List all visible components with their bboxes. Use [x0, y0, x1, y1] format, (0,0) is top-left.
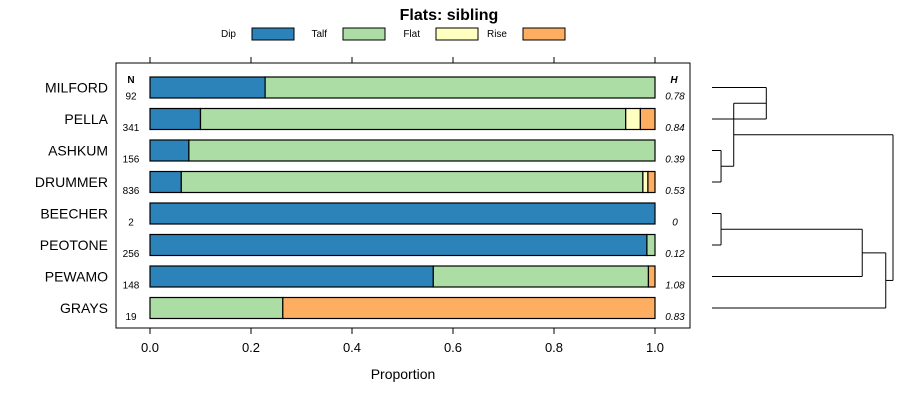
bar-row-drummer: DRUMMER 836 0.53 [35, 170, 685, 197]
row-label-peotone: PEOTONE [40, 237, 108, 253]
legend-label-rise: Rise [487, 29, 507, 40]
h-value-drummer: 0.53 [665, 186, 685, 197]
legend-label-talf: Talf [311, 29, 327, 40]
h-value-beecher: 0 [672, 218, 678, 229]
legend-swatch-rise [522, 27, 566, 41]
n-value-grays: 19 [125, 312, 137, 323]
h-value-ashkum: 0.39 [665, 155, 685, 166]
bar-segment-grays-talf [149, 296, 284, 320]
bar-segment-drummer-rise [647, 170, 656, 194]
h-column-header: H [670, 75, 678, 86]
n-value-peotone: 256 [123, 249, 140, 260]
legend-label-flat: Flat [403, 29, 420, 40]
n-value-ashkum: 156 [123, 155, 140, 166]
n-value-pewamo: 148 [123, 281, 140, 292]
chart-title: Flats: sibling [400, 7, 499, 24]
n-value-beecher: 2 [128, 218, 134, 229]
bar-segment-ashkum-dip [149, 139, 190, 162]
row-label-drummer: DRUMMER [35, 174, 108, 190]
h-value-peotone: 0.12 [665, 249, 685, 260]
bar-segment-drummer-talf [180, 170, 644, 194]
h-value-milford: 0.78 [665, 92, 685, 103]
legend: Dip Talf Flat Rise [221, 27, 566, 41]
x-tick-label-0-8: 0.8 [545, 340, 563, 355]
plot-frame [115, 62, 691, 329]
h-value-grays: 0.83 [665, 312, 685, 323]
h-value-pewamo: 1.08 [665, 281, 685, 292]
bar-segment-pella-talf [199, 107, 627, 131]
x-tick-label-0-0: 0.0 [141, 340, 159, 355]
legend-label-dip: Dip [221, 29, 236, 40]
x-tick-label-0-4: 0.4 [343, 340, 361, 355]
bar-row-beecher: BEECHER 2 0 [40, 202, 678, 229]
legend-swatch-talf [342, 27, 386, 41]
dendrogram [712, 87, 894, 309]
row-label-milford: MILFORD [45, 80, 108, 96]
bar-segment-peotone-dip [149, 233, 648, 257]
x-tick-label-0-2: 0.2 [242, 340, 260, 355]
bar-segment-beecher-dip [149, 202, 656, 225]
row-label-pewamo: PEWAMO [45, 269, 108, 285]
bar-row-ashkum: ASHKUM 156 0.39 [48, 139, 685, 166]
row-label-pella: PELLA [64, 111, 108, 127]
bar-segment-pella-dip [149, 107, 202, 131]
bar-segment-drummer-flat [642, 170, 649, 194]
bar-segment-milford-dip [149, 76, 266, 99]
bar-row-pewamo: PEWAMO 148 1.08 [45, 265, 685, 292]
bar-segment-grays-rise [282, 296, 656, 320]
x-axis-title: Proportion [371, 366, 436, 382]
bar-segment-pella-flat [625, 107, 641, 131]
row-label-beecher: BEECHER [40, 206, 108, 222]
bar-segment-pewamo-dip [149, 265, 434, 288]
row-label-ashkum: ASHKUM [48, 143, 108, 159]
n-value-milford: 92 [125, 92, 137, 103]
legend-swatch-flat [435, 27, 479, 41]
legend-swatch-dip [251, 27, 295, 41]
bar-segment-pewamo-rise [647, 265, 656, 288]
bar-segment-drummer-dip [149, 170, 182, 194]
bar-segment-peotone-talf [646, 233, 656, 257]
bar-segment-milford-talf [264, 76, 656, 99]
bar-segment-pewamo-talf [432, 265, 650, 288]
bar-row-milford: MILFORD 92 0.78 [45, 76, 685, 103]
bar-row-grays: GRAYS 19 0.83 [60, 296, 685, 323]
bar-segment-ashkum-talf [188, 139, 656, 162]
n-column-header: N [127, 75, 134, 86]
bar-segment-pella-rise [639, 107, 656, 131]
bar-row-pella: PELLA 341 0.84 [64, 107, 685, 134]
h-value-pella: 0.84 [665, 123, 685, 134]
x-tick-label-1-0: 1.0 [646, 340, 664, 355]
bar-row-peotone: PEOTONE 256 0.12 [40, 233, 685, 260]
n-value-pella: 341 [123, 123, 140, 134]
bar-rows: MILFORD 92 0.78 PELLA 341 0.84 ASHKUM 156 0.39 DR… [35, 76, 685, 323]
x-tick-label-0-6: 0.6 [444, 340, 462, 355]
row-label-grays: GRAYS [60, 300, 108, 316]
n-value-drummer: 836 [123, 186, 140, 197]
x-axis: 0.0 0.2 0.4 0.6 0.8 1.0 [141, 57, 664, 355]
